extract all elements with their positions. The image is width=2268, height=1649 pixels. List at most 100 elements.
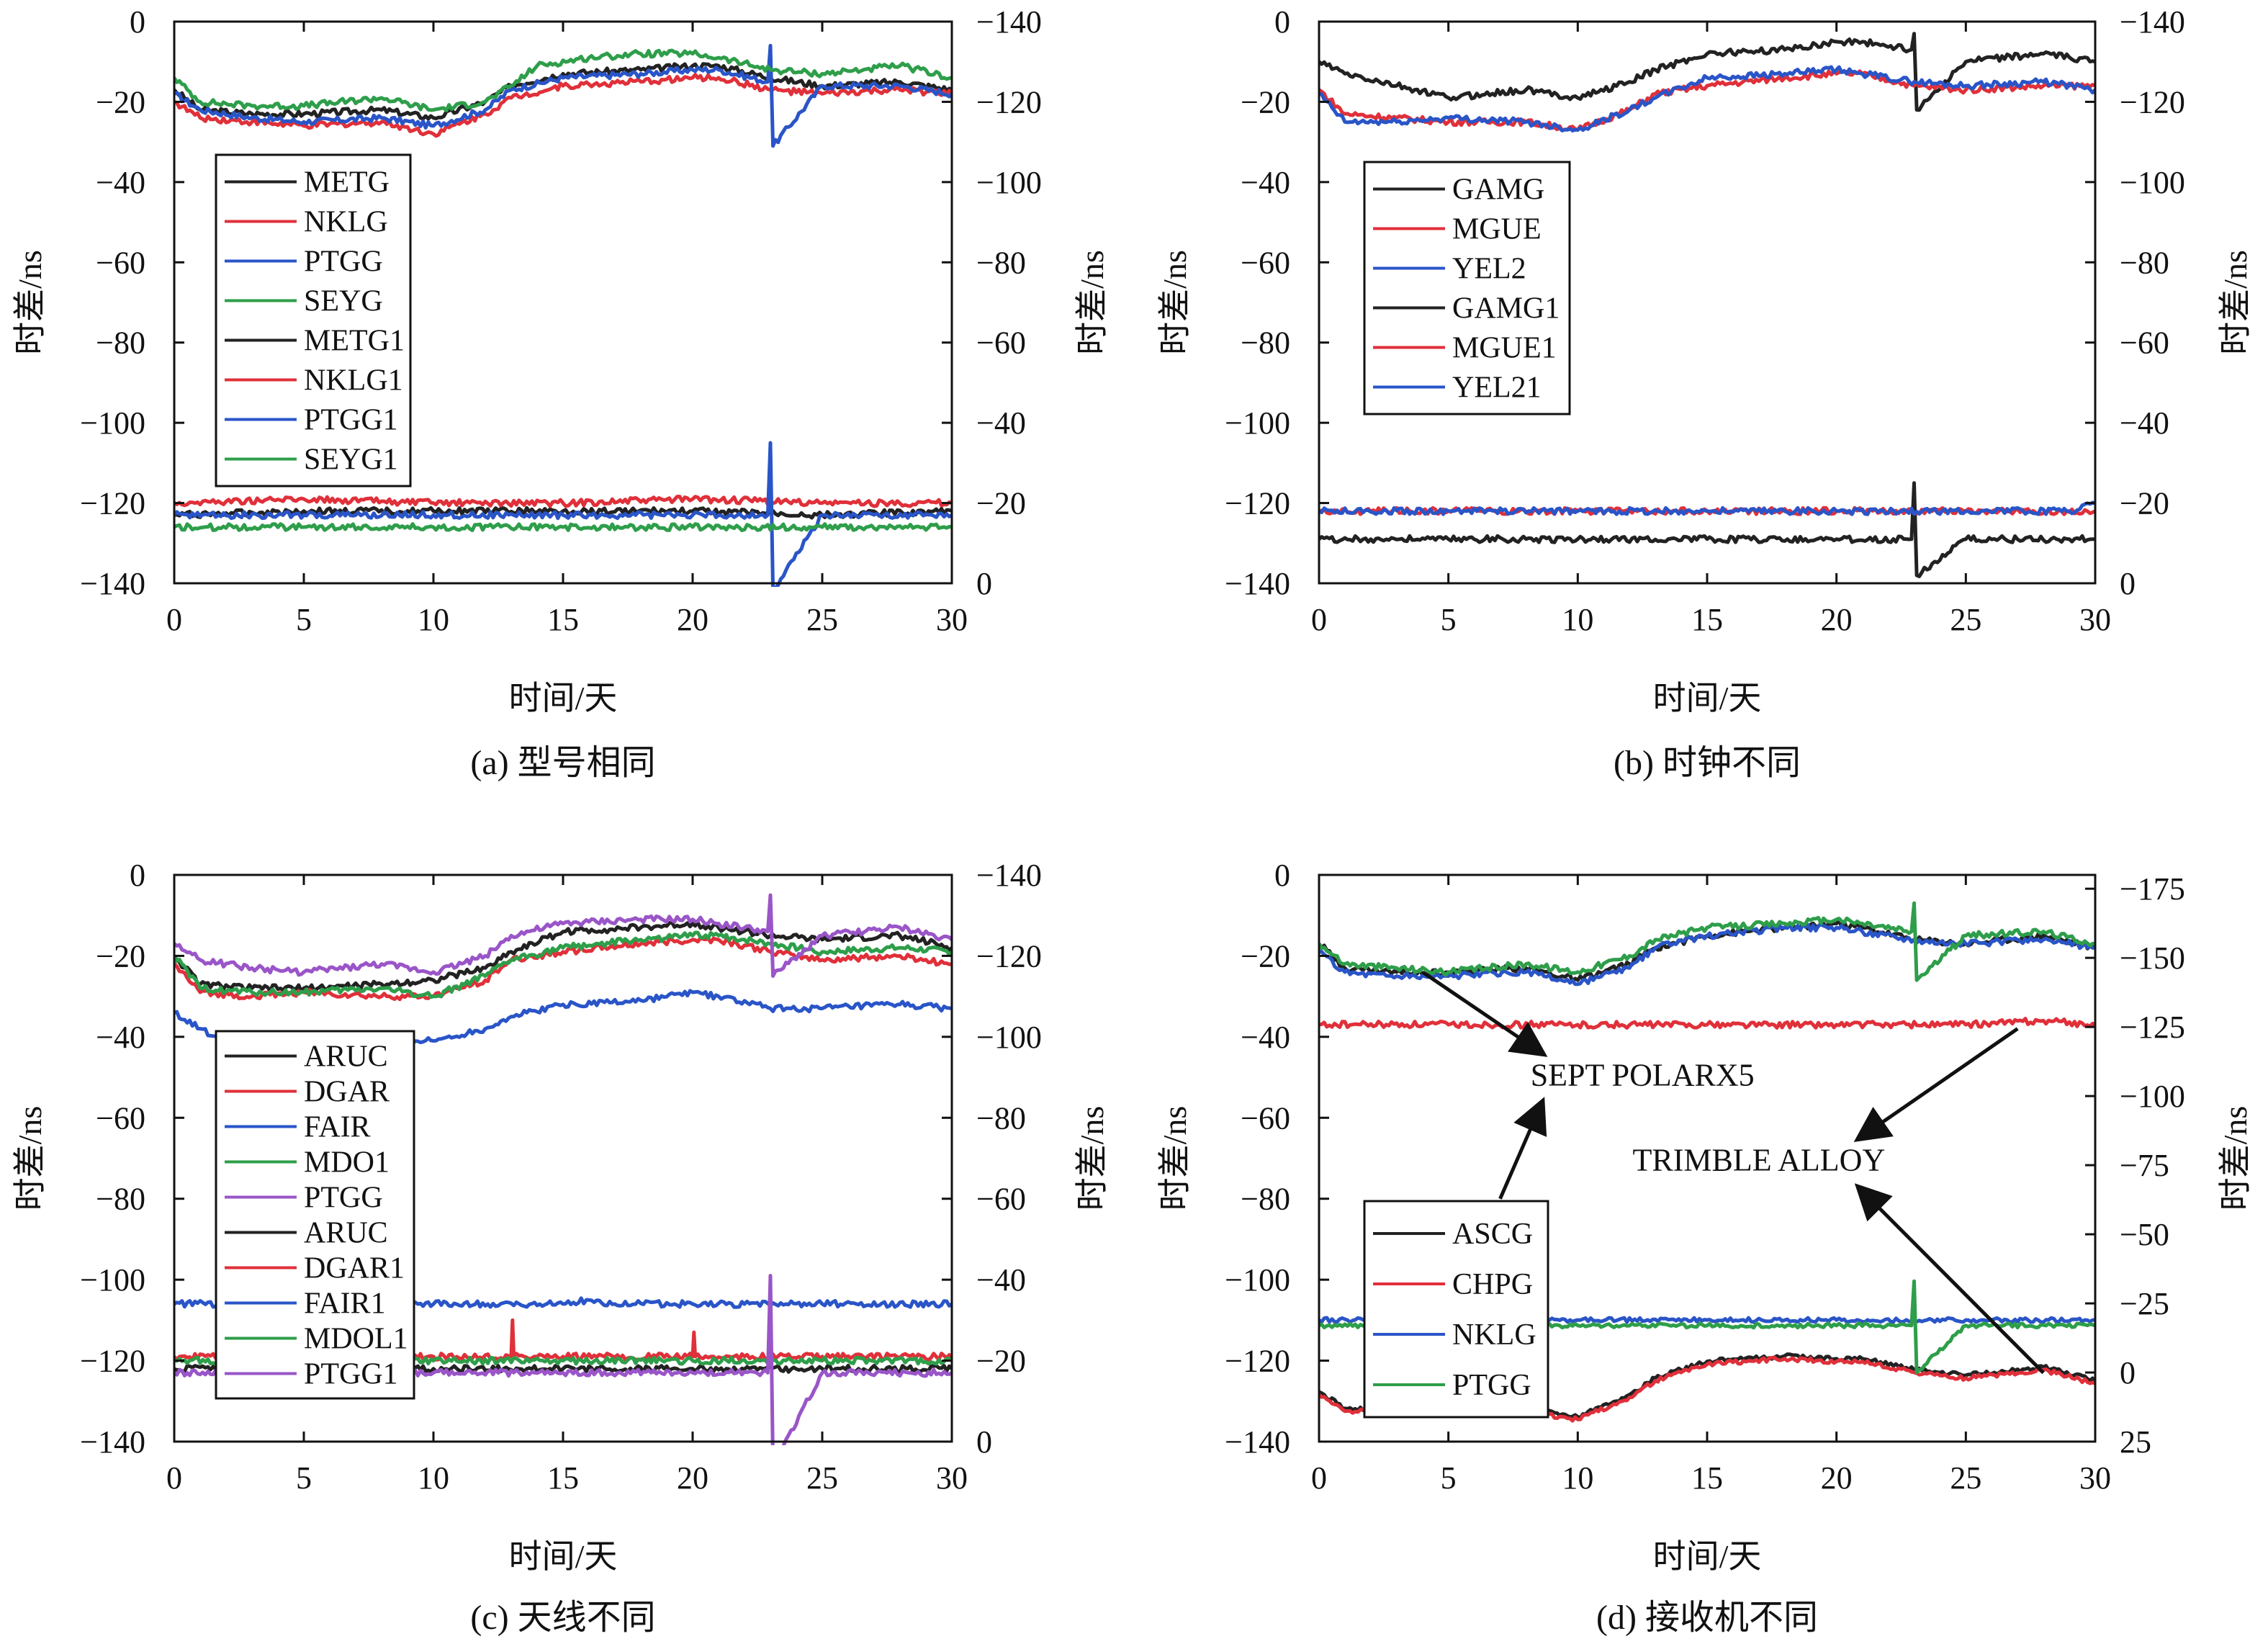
- x-axis-label: 时间/天: [509, 680, 618, 716]
- y-left-tick-label: −120: [80, 1344, 145, 1379]
- x-tick-label: 0: [1311, 602, 1327, 637]
- y-right-tick-label: −25: [2120, 1286, 2169, 1321]
- y-left-tick-label: −60: [96, 1100, 145, 1136]
- legend-entry: PTGG: [304, 246, 383, 279]
- x-tick-label: 30: [2079, 602, 2111, 637]
- x-tick-label: 25: [1950, 602, 1981, 637]
- x-tick-label: 10: [1562, 1460, 1593, 1496]
- y-left-axis-label: 时差/ns: [1156, 1106, 1193, 1211]
- x-tick-label: 20: [1821, 602, 1853, 637]
- legend-entry: NKLG1: [304, 364, 403, 397]
- legend-entry: NKLG: [1452, 1318, 1536, 1352]
- y-left-tick-label: −60: [1241, 1100, 1290, 1136]
- x-tick-label: 5: [296, 1460, 312, 1496]
- y-right-tick-label: −20: [976, 1344, 1026, 1379]
- panel-caption: (d) 接收机不同: [1596, 1599, 1818, 1637]
- y-left-tick-label: −20: [1241, 84, 1290, 120]
- y-right-tick-label: −100: [976, 165, 1042, 200]
- y-right-tick-label: −100: [2120, 1079, 2185, 1114]
- x-axis-label: 时间/天: [1653, 680, 1762, 716]
- y-right-axis-label: 时差/ns: [2217, 250, 2254, 355]
- legend: METG NKLG PTGG SEYG METG1 NKLG1 PTGG1 SEYG1: [215, 153, 412, 487]
- y-left-tick-label: −40: [1241, 165, 1290, 200]
- legend-entry: YEL2: [1452, 253, 1526, 286]
- y-right-tick-label: −20: [976, 486, 1026, 521]
- legend-box: [1363, 1200, 1549, 1419]
- x-tick-label: 15: [1691, 602, 1723, 637]
- legend-entry: ARUC: [304, 1217, 388, 1250]
- y-right-tick-label: −100: [2120, 165, 2185, 200]
- legend-entry: SEYG: [304, 285, 383, 318]
- y-left-tick-label: −100: [1225, 1262, 1290, 1298]
- legend-entry: METG: [304, 166, 390, 199]
- panel-caption: (a) 型号相同: [470, 744, 655, 782]
- series-line-yel21-right: [1319, 500, 2095, 516]
- y-right-tick-label: −20: [2120, 486, 2169, 521]
- x-tick-label: 5: [1441, 602, 1457, 637]
- y-right-tick-label: 0: [976, 566, 992, 601]
- x-tick-label: 0: [166, 602, 182, 637]
- legend-entry: METG1: [304, 325, 405, 358]
- y-left-axis-label: 时差/ns: [1156, 250, 1193, 355]
- y-right-tick-label: 25: [2120, 1424, 2151, 1460]
- series-line-ptgg-left: [174, 893, 952, 978]
- legend-entry: MGUE: [1452, 213, 1542, 246]
- y-left-tick-label: −60: [1241, 245, 1290, 280]
- series-line-seyg-left: [174, 48, 952, 113]
- y-left-tick-label: −20: [96, 84, 145, 120]
- y-right-tick-label: −175: [2120, 871, 2185, 907]
- x-tick-label: 25: [806, 602, 838, 637]
- y-left-tick-label: −80: [1241, 1182, 1290, 1217]
- y-left-tick-label: −100: [80, 405, 145, 441]
- annotation-arrow: [1498, 1097, 1547, 1200]
- legend: ASCG CHPG NKLG PTGG: [1363, 1200, 1549, 1419]
- y-left-tick-label: −20: [1241, 938, 1290, 974]
- y-right-tick-label: 0: [976, 1424, 992, 1460]
- y-right-tick-label: −75: [2120, 1148, 2169, 1183]
- y-right-axis-label: 时差/ns: [2217, 1106, 2254, 1211]
- series-line-mdo1-left: [174, 930, 952, 999]
- y-left-tick-label: −60: [96, 245, 145, 280]
- annotation-arrow: [1421, 970, 1548, 1057]
- x-tick-label: 30: [936, 1460, 968, 1496]
- y-right-axis-label: 时差/ns: [1074, 250, 1110, 355]
- series-line-ptgg1-right: [174, 441, 952, 587]
- y-left-tick-label: 0: [1274, 858, 1290, 893]
- y-left-tick-label: −120: [1225, 1344, 1290, 1379]
- y-right-tick-label: −120: [2120, 84, 2185, 120]
- y-right-tick-label: −40: [2120, 405, 2169, 441]
- series-group: [174, 43, 952, 587]
- legend-entry: PTGG: [1452, 1369, 1531, 1402]
- annotation-label: TRIMBLE ALLOY: [1632, 1142, 1885, 1177]
- legend-box: [1363, 161, 1571, 415]
- y-left-tick-label: 0: [130, 858, 145, 893]
- x-tick-label: 5: [1441, 1460, 1457, 1496]
- legend-entry: GAMG: [1452, 174, 1544, 207]
- x-tick-label: 0: [1311, 1460, 1327, 1496]
- series-line-gamg-left: [1319, 32, 2095, 112]
- y-left-tick-label: −40: [1241, 1020, 1290, 1055]
- y-right-tick-label: −140: [976, 4, 1042, 40]
- x-tick-label: 10: [418, 1460, 449, 1496]
- legend-entry: ASCG: [1452, 1218, 1533, 1251]
- y-right-tick-label: −40: [976, 1262, 1026, 1298]
- legend-box: [215, 153, 412, 487]
- y-right-axis-label: 时差/ns: [1074, 1106, 1110, 1211]
- y-right-tick-label: −80: [2120, 245, 2169, 280]
- x-axis-label: 时间/天: [1653, 1538, 1762, 1575]
- series-line-nklg1-right: [174, 495, 952, 508]
- y-left-axis-label: 时差/ns: [12, 250, 48, 355]
- y-right-tick-label: −40: [976, 405, 1026, 441]
- series-line-mgue-left: [1319, 69, 2095, 132]
- series-line-seyg1-right: [174, 522, 952, 532]
- series-group: [1319, 32, 2095, 578]
- y-right-tick-label: −60: [976, 1182, 1026, 1217]
- y-left-tick-label: 0: [130, 4, 145, 40]
- y-left-tick-label: −40: [96, 165, 145, 200]
- panel-a: 0 5 10 15 20 25 300−20−40−60−80−100−120−140−14…: [12, 4, 1110, 782]
- series-line-aruc-left: [174, 920, 952, 993]
- legend-entry: FAIR: [304, 1111, 371, 1144]
- series-line-ptgg-left: [174, 43, 952, 148]
- panel-d: 0 5 10 15 20 25 300−20−40−60−80−100−120−140−17…: [1156, 858, 2254, 1637]
